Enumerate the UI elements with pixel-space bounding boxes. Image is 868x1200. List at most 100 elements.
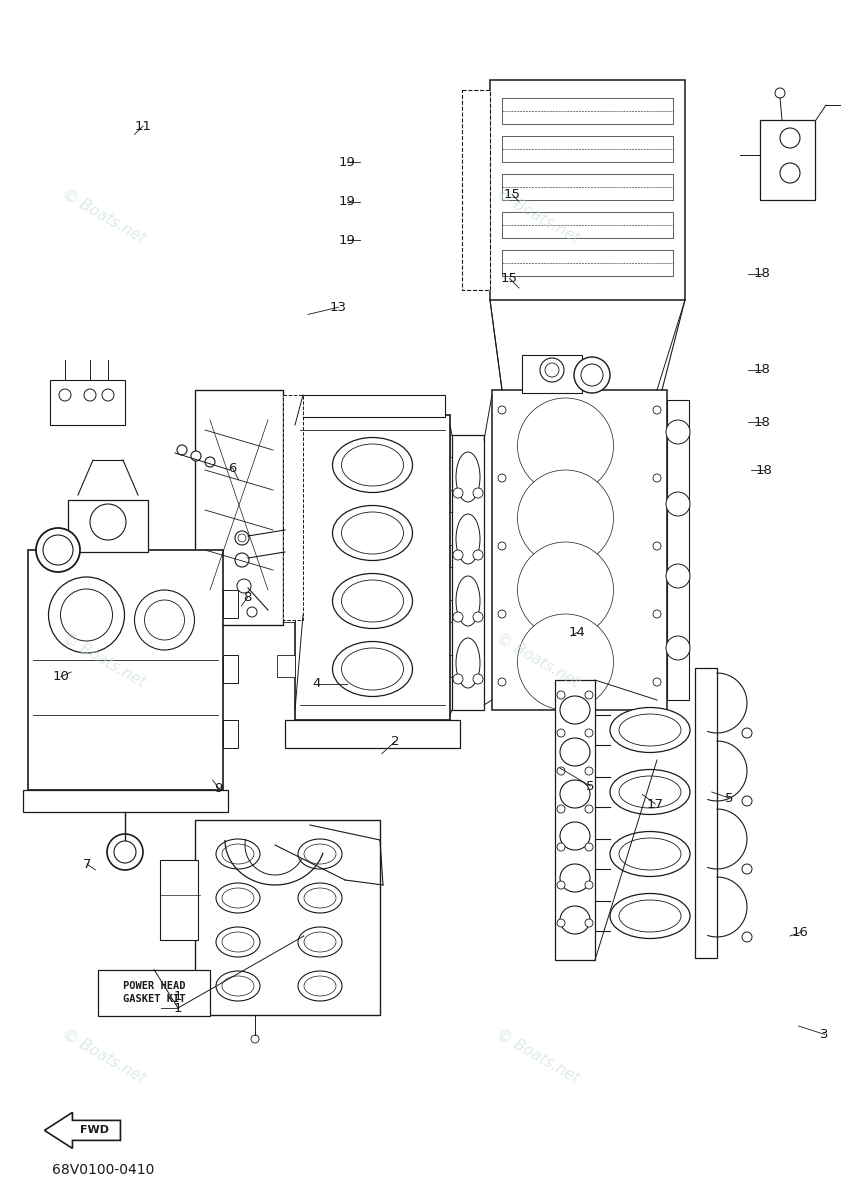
Ellipse shape <box>304 976 336 996</box>
Circle shape <box>557 881 565 889</box>
Ellipse shape <box>222 932 254 952</box>
Text: 8: 8 <box>243 592 252 604</box>
Ellipse shape <box>533 494 598 541</box>
Bar <box>450 434 468 457</box>
Bar <box>195 820 380 1015</box>
Ellipse shape <box>304 888 336 908</box>
Text: © Boats.net: © Boats.net <box>494 1026 582 1086</box>
Text: 9: 9 <box>214 782 223 794</box>
Circle shape <box>114 841 136 863</box>
Bar <box>277 600 295 622</box>
Ellipse shape <box>456 514 480 564</box>
Circle shape <box>135 590 194 650</box>
Bar <box>223 590 238 618</box>
Circle shape <box>237 578 251 593</box>
Text: 5: 5 <box>725 792 733 804</box>
Circle shape <box>473 550 483 560</box>
Bar <box>68 500 148 552</box>
Text: 13: 13 <box>330 301 347 313</box>
Text: 3: 3 <box>820 1028 829 1040</box>
Ellipse shape <box>341 648 404 690</box>
Bar <box>502 98 673 124</box>
Circle shape <box>36 528 80 572</box>
Text: 14: 14 <box>569 626 586 638</box>
Ellipse shape <box>304 844 336 864</box>
Circle shape <box>557 767 565 775</box>
Bar <box>452 434 484 710</box>
Circle shape <box>557 842 565 851</box>
Ellipse shape <box>560 906 590 934</box>
Ellipse shape <box>216 839 260 869</box>
Circle shape <box>144 600 185 640</box>
Circle shape <box>49 577 124 653</box>
Circle shape <box>517 398 614 494</box>
Ellipse shape <box>332 574 412 629</box>
Ellipse shape <box>456 638 480 688</box>
Circle shape <box>780 128 800 148</box>
Bar <box>555 680 595 960</box>
Ellipse shape <box>560 738 590 766</box>
Circle shape <box>453 550 463 560</box>
Circle shape <box>517 614 614 710</box>
Circle shape <box>473 612 483 622</box>
Text: © Boats.net: © Boats.net <box>60 630 148 690</box>
Ellipse shape <box>560 822 590 850</box>
Bar <box>450 545 468 566</box>
Circle shape <box>177 445 187 455</box>
Ellipse shape <box>298 883 342 913</box>
Circle shape <box>557 919 565 926</box>
Circle shape <box>498 610 506 618</box>
Circle shape <box>498 406 506 414</box>
Circle shape <box>90 504 126 540</box>
Circle shape <box>557 728 565 737</box>
Ellipse shape <box>216 971 260 1001</box>
Ellipse shape <box>560 864 590 892</box>
Circle shape <box>498 542 506 550</box>
Circle shape <box>473 488 483 498</box>
Ellipse shape <box>456 452 480 502</box>
Circle shape <box>61 589 113 641</box>
Circle shape <box>653 678 661 686</box>
Ellipse shape <box>533 566 598 613</box>
Text: 15: 15 <box>503 188 521 200</box>
Ellipse shape <box>341 444 404 486</box>
Text: 5: 5 <box>586 780 595 792</box>
Ellipse shape <box>533 422 598 469</box>
Text: © Boats.net: © Boats.net <box>60 186 148 246</box>
Bar <box>450 655 468 677</box>
Text: 18: 18 <box>753 416 771 428</box>
Ellipse shape <box>619 714 681 746</box>
Text: 18: 18 <box>755 464 773 476</box>
Bar <box>98 970 210 1015</box>
Circle shape <box>653 610 661 618</box>
Circle shape <box>585 842 593 851</box>
Bar <box>502 250 673 276</box>
Ellipse shape <box>619 900 681 932</box>
Ellipse shape <box>341 580 404 622</box>
Bar <box>462 90 490 290</box>
Circle shape <box>498 474 506 482</box>
Ellipse shape <box>341 512 404 554</box>
Ellipse shape <box>523 415 608 476</box>
Text: 18: 18 <box>753 364 771 376</box>
Ellipse shape <box>523 559 608 622</box>
Text: 10: 10 <box>52 671 69 683</box>
Ellipse shape <box>222 844 254 864</box>
Bar <box>492 390 667 710</box>
Polygon shape <box>44 1112 121 1148</box>
Circle shape <box>545 362 559 377</box>
Circle shape <box>585 919 593 926</box>
Circle shape <box>742 728 752 738</box>
Ellipse shape <box>560 696 590 724</box>
Bar <box>490 80 685 300</box>
Text: FWD: FWD <box>80 1126 109 1135</box>
Circle shape <box>247 607 257 617</box>
Ellipse shape <box>619 776 681 808</box>
Bar <box>285 720 460 748</box>
Circle shape <box>581 364 603 386</box>
Bar <box>283 395 303 620</box>
Ellipse shape <box>610 832 690 876</box>
Circle shape <box>238 534 246 542</box>
Text: 19: 19 <box>339 234 356 246</box>
Circle shape <box>540 358 564 382</box>
